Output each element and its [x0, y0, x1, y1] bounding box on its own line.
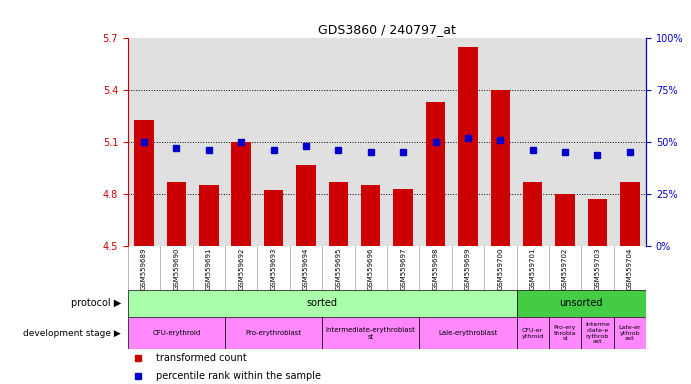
Bar — [264, 190, 283, 246]
Bar — [458, 47, 477, 246]
Bar — [556, 194, 575, 246]
Text: Late-er
ythrob
ast: Late-er ythrob ast — [618, 325, 641, 341]
Text: GSM559702: GSM559702 — [562, 248, 568, 290]
Text: GSM559697: GSM559697 — [400, 248, 406, 290]
Text: GSM559700: GSM559700 — [498, 248, 503, 290]
Bar — [581, 317, 614, 349]
Bar — [426, 103, 445, 246]
Bar — [620, 182, 640, 246]
Text: GSM559699: GSM559699 — [465, 248, 471, 290]
Bar — [516, 290, 646, 317]
Bar — [134, 119, 153, 246]
Bar — [199, 185, 218, 246]
Text: GSM559703: GSM559703 — [594, 248, 600, 290]
Bar — [419, 317, 516, 349]
Bar — [614, 317, 646, 349]
Text: development stage ▶: development stage ▶ — [23, 329, 121, 338]
Bar — [128, 290, 516, 317]
Text: Intermediate-erythroblast
st: Intermediate-erythroblast st — [326, 327, 416, 339]
Text: unsorted: unsorted — [560, 298, 603, 308]
Text: Pro-ery
throbla
st: Pro-ery throbla st — [554, 325, 576, 341]
Text: GSM559694: GSM559694 — [303, 248, 309, 290]
Text: transformed count: transformed count — [156, 353, 247, 362]
Bar — [361, 185, 381, 246]
Bar — [296, 165, 316, 246]
Bar — [225, 317, 322, 349]
Text: GSM559704: GSM559704 — [627, 248, 633, 290]
Bar — [329, 182, 348, 246]
Title: GDS3860 / 240797_at: GDS3860 / 240797_at — [318, 23, 456, 36]
Text: GSM559691: GSM559691 — [206, 248, 212, 290]
Text: Lale-erythroblast: Lale-erythroblast — [438, 330, 498, 336]
Text: GSM559695: GSM559695 — [335, 248, 341, 290]
Bar — [523, 182, 542, 246]
Bar — [322, 317, 419, 349]
Bar — [231, 142, 251, 246]
Bar — [491, 90, 510, 246]
Bar — [516, 317, 549, 349]
Bar — [167, 182, 186, 246]
Bar — [128, 317, 225, 349]
Text: GSM559696: GSM559696 — [368, 248, 374, 290]
Bar — [588, 199, 607, 246]
Text: GSM559701: GSM559701 — [530, 248, 536, 290]
Text: Pro-erythroblast: Pro-erythroblast — [245, 330, 302, 336]
Text: CFU-erythroid: CFU-erythroid — [152, 330, 200, 336]
Bar — [393, 189, 413, 246]
Text: percentile rank within the sample: percentile rank within the sample — [156, 371, 321, 381]
Text: CFU-er
ythroid: CFU-er ythroid — [522, 328, 544, 339]
Text: GSM559692: GSM559692 — [238, 248, 244, 290]
Text: GSM559693: GSM559693 — [271, 248, 276, 290]
Text: GSM559689: GSM559689 — [141, 248, 147, 290]
Text: protocol ▶: protocol ▶ — [70, 298, 121, 308]
Text: GSM559698: GSM559698 — [433, 248, 439, 290]
Text: GSM559690: GSM559690 — [173, 248, 180, 290]
Bar — [549, 317, 581, 349]
Text: sorted: sorted — [307, 298, 338, 308]
Text: Interme
diate-e
rythrob
ast: Interme diate-e rythrob ast — [585, 322, 610, 344]
